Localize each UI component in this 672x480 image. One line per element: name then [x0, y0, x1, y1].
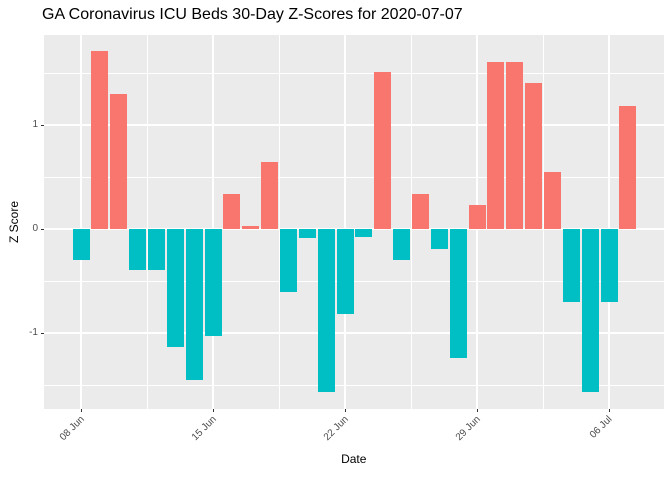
bar-2020-06-14 [185, 229, 203, 381]
x-tick-mark [344, 408, 346, 412]
y-axis-title: Z Score [7, 200, 21, 243]
gridline-minor-horizontal [43, 280, 664, 282]
x-axis-title: Date [341, 452, 367, 466]
bar-2020-06-12 [147, 229, 165, 270]
bar-2020-06-25 [393, 229, 411, 260]
bar-2020-07-07 [619, 106, 637, 230]
bar-2020-06-18 [261, 161, 279, 230]
x-tick-label: 29 Jun [453, 413, 483, 443]
y-tick-mark [40, 228, 44, 230]
gridline-minor-vertical [410, 34, 412, 409]
gridline-minor-horizontal [43, 385, 664, 387]
y-tick-mark [40, 124, 44, 126]
bar-2020-06-22 [336, 229, 354, 314]
bar-2020-06-20 [298, 229, 316, 238]
y-tick-label: -1 [29, 327, 38, 339]
y-tick-mark [40, 332, 44, 334]
bar-2020-06-27 [430, 229, 448, 250]
bar-2020-06-16 [223, 193, 241, 230]
bar-2020-07-05 [581, 229, 599, 392]
gridline-major-vertical [80, 34, 82, 409]
bar-2020-06-21 [317, 229, 335, 392]
x-tick-label: 06 Jul [588, 413, 615, 441]
gridline-minor-vertical [146, 34, 148, 409]
gridline-major-horizontal [43, 332, 664, 335]
bar-2020-06-15 [204, 229, 222, 336]
x-tick-label: 08 Jun [57, 413, 87, 443]
gridline-minor-horizontal [43, 176, 664, 178]
bar-2020-06-10 [110, 93, 128, 230]
bar-2020-06-26 [411, 193, 429, 230]
x-tick-mark [80, 408, 82, 412]
bar-2020-07-04 [562, 229, 580, 303]
y-tick-label: 1 [32, 119, 38, 131]
bar-2020-06-13 [166, 229, 184, 348]
chart-title: GA Coronavirus ICU Beds 30-Day Z-Scores … [42, 6, 463, 23]
bar-2020-07-03 [544, 172, 561, 230]
x-tick-mark [608, 408, 610, 412]
bar-2020-06-11 [129, 229, 147, 270]
y-tick-label: 0 [32, 223, 38, 235]
gridline-minor-vertical [278, 34, 280, 409]
bar-2020-06-19 [279, 229, 297, 292]
bar-2020-06-24 [374, 72, 392, 230]
bar-2020-06-23 [355, 229, 373, 237]
bar-2020-07-06 [600, 229, 618, 303]
bar-2020-07-01 [506, 61, 524, 230]
bar-2020-06-17 [242, 226, 260, 230]
x-tick-mark [476, 408, 478, 412]
gridline-major-vertical [344, 34, 347, 409]
gridline-major-horizontal [43, 124, 664, 127]
bar-2020-06-30 [487, 61, 505, 230]
gridline-major-horizontal [43, 228, 664, 231]
gridline-major-vertical [212, 34, 215, 409]
x-tick-label: 15 Jun [189, 413, 219, 443]
bar-2020-06-08 [72, 229, 90, 260]
gridline-minor-horizontal [43, 72, 664, 74]
bar-2020-06-28 [449, 229, 467, 359]
bar-2020-06-09 [91, 51, 109, 230]
gridline-minor-vertical [542, 34, 544, 409]
plot-panel [43, 34, 664, 409]
gridline-major-vertical [608, 34, 611, 409]
bar-2020-06-29 [468, 205, 486, 230]
x-tick-mark [212, 408, 214, 412]
x-tick-label: 22 Jun [321, 413, 351, 443]
bar-2020-07-02 [525, 83, 543, 230]
